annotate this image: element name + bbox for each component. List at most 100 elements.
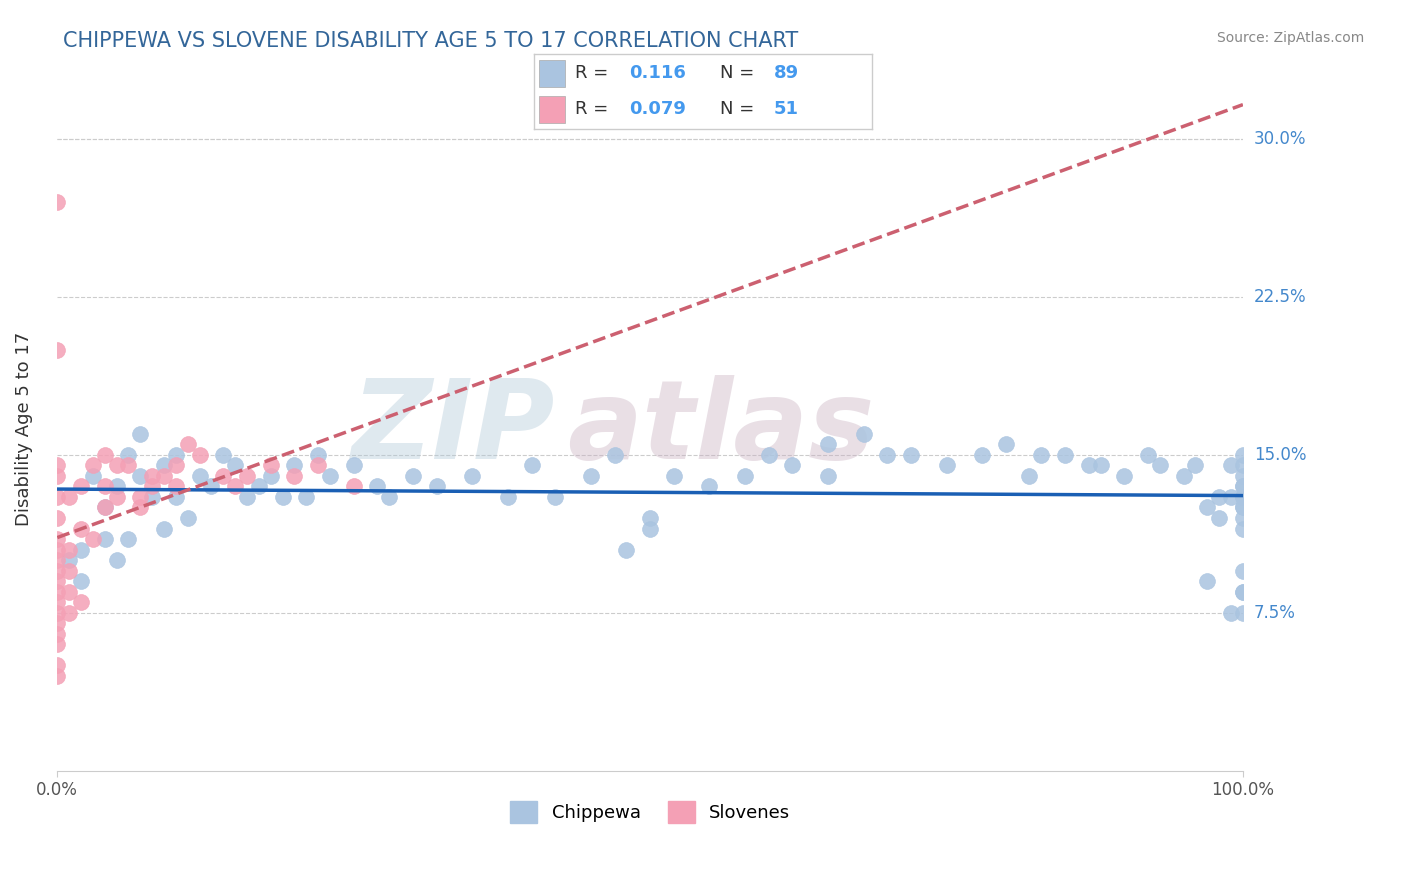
Point <box>236 469 259 483</box>
Point <box>105 458 128 473</box>
Point <box>1197 574 1219 589</box>
Point <box>1114 469 1136 483</box>
Point <box>46 532 69 546</box>
Point <box>93 500 115 515</box>
Point <box>212 469 235 483</box>
Text: Source: ZipAtlas.com: Source: ZipAtlas.com <box>1216 31 1364 45</box>
Point <box>662 469 685 483</box>
Point <box>1232 500 1254 515</box>
Point <box>544 490 567 504</box>
Text: ZIP: ZIP <box>352 375 555 482</box>
Point <box>46 469 69 483</box>
Point <box>236 490 259 504</box>
Point <box>58 553 80 567</box>
Point <box>46 616 69 631</box>
Point <box>852 426 875 441</box>
Text: CHIPPEWA VS SLOVENE DISABILITY AGE 5 TO 17 CORRELATION CHART: CHIPPEWA VS SLOVENE DISABILITY AGE 5 TO … <box>63 31 799 51</box>
Point <box>935 458 957 473</box>
Point <box>82 458 104 473</box>
Point <box>141 490 163 504</box>
Point <box>46 458 69 473</box>
Point <box>46 627 69 641</box>
Point <box>129 490 152 504</box>
Point <box>1232 584 1254 599</box>
Point <box>461 469 484 483</box>
Point <box>46 564 69 578</box>
Point <box>638 522 661 536</box>
Point <box>58 490 80 504</box>
Text: 7.5%: 7.5% <box>1254 604 1296 622</box>
Text: R =: R = <box>575 64 607 82</box>
Text: 0.079: 0.079 <box>628 100 686 119</box>
Point <box>900 448 922 462</box>
Point <box>603 448 626 462</box>
Point <box>165 490 187 504</box>
Point <box>82 469 104 483</box>
Point <box>141 469 163 483</box>
Text: 30.0%: 30.0% <box>1254 130 1306 148</box>
Point <box>1173 469 1195 483</box>
Point <box>343 458 366 473</box>
Text: 22.5%: 22.5% <box>1254 288 1306 306</box>
Point <box>105 553 128 567</box>
Point <box>1232 490 1254 504</box>
Point <box>153 469 176 483</box>
Point <box>117 458 139 473</box>
Point <box>70 595 93 609</box>
Point <box>177 511 200 525</box>
Point <box>1018 469 1040 483</box>
Point <box>1220 458 1243 473</box>
Point <box>93 532 115 546</box>
Point <box>46 658 69 673</box>
Point <box>129 426 152 441</box>
Point <box>699 479 721 493</box>
Point <box>579 469 602 483</box>
Point <box>307 448 329 462</box>
Point <box>46 669 69 683</box>
Text: 89: 89 <box>773 64 799 82</box>
Point <box>141 479 163 493</box>
Point <box>46 595 69 609</box>
Point <box>1232 458 1254 473</box>
Point <box>876 448 898 462</box>
Point <box>1232 584 1254 599</box>
Point <box>271 490 294 504</box>
Point <box>70 574 93 589</box>
Point <box>46 574 69 589</box>
Point <box>1232 564 1254 578</box>
Point <box>70 522 93 536</box>
Point <box>1220 606 1243 620</box>
Point <box>58 584 80 599</box>
Point <box>758 448 780 462</box>
Point <box>46 606 69 620</box>
Point <box>1232 511 1254 525</box>
Point <box>46 343 69 357</box>
Point <box>224 479 246 493</box>
Point <box>129 469 152 483</box>
Point <box>58 564 80 578</box>
Y-axis label: Disability Age 5 to 17: Disability Age 5 to 17 <box>15 332 32 525</box>
Point <box>153 458 176 473</box>
Point <box>1232 490 1254 504</box>
Point <box>224 458 246 473</box>
Point <box>283 469 305 483</box>
Point <box>58 606 80 620</box>
Point <box>93 500 115 515</box>
Point <box>1054 448 1077 462</box>
Point <box>46 542 69 557</box>
Point <box>1184 458 1206 473</box>
Point <box>343 479 366 493</box>
Point <box>188 448 211 462</box>
Legend: Chippewa, Slovenes: Chippewa, Slovenes <box>510 801 790 823</box>
Point <box>817 469 839 483</box>
Point <box>177 437 200 451</box>
Point <box>307 458 329 473</box>
Point <box>319 469 342 483</box>
Point <box>93 479 115 493</box>
Point <box>165 448 187 462</box>
Point <box>70 479 93 493</box>
Point <box>1077 458 1099 473</box>
Point <box>212 448 235 462</box>
Point <box>58 542 80 557</box>
Point <box>994 437 1017 451</box>
